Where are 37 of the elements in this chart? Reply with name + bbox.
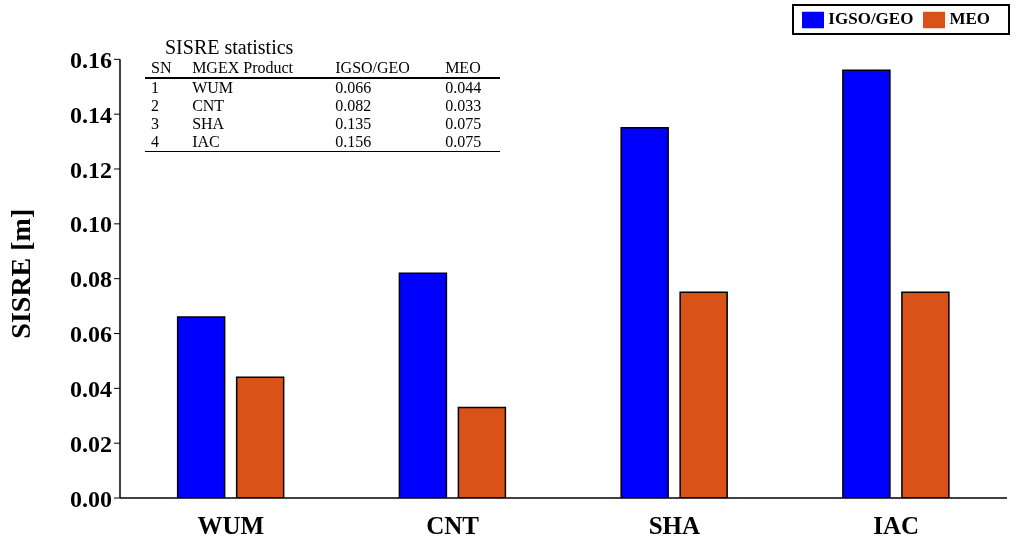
annotation: SN	[150, 59, 173, 78]
y-tick-label: 0.02	[70, 430, 112, 457]
annotation: IGSO/GEO	[334, 59, 411, 78]
annotation: 0.033	[444, 97, 483, 115]
annotation: MEO	[444, 59, 482, 78]
legend-label: IGSO/GEO	[828, 9, 914, 28]
x-tick-label: SHA	[648, 511, 701, 539]
y-tick-label: 0.00	[70, 485, 112, 512]
annotation: WUM	[191, 78, 235, 97]
annotation: 0.044	[444, 78, 483, 97]
annotation: 0.135	[334, 115, 373, 133]
annotation: CNT	[191, 97, 226, 115]
x-tick-label: IAC	[873, 511, 920, 539]
annotation: SHA	[191, 115, 226, 133]
annotation: 1	[150, 78, 160, 97]
annotation: IAC	[191, 133, 221, 152]
y-tick-label: 0.06	[70, 321, 112, 348]
annotation: 0.082	[334, 97, 373, 115]
x-tick-label: WUM	[197, 511, 265, 539]
annotation: 0.075	[444, 115, 483, 133]
annotation: 4	[150, 133, 160, 152]
text: SISRE statistics	[164, 36, 295, 59]
y-tick-label: 0.10	[70, 211, 112, 238]
annotation: 0.066	[334, 78, 373, 97]
annotation: 2	[150, 97, 160, 115]
y-tick-label: 0.14	[70, 101, 112, 128]
x-tick-label: CNT	[426, 511, 480, 539]
annotation: MGEX Product	[191, 59, 295, 78]
annotation: 3	[150, 115, 160, 133]
annotation: 0.075	[444, 133, 483, 152]
y-axis-title: SISRE [m]	[4, 208, 36, 339]
annotation: 0.156	[334, 133, 373, 152]
y-tick-label: 0.08	[70, 266, 112, 293]
y-tick-label: 0.16	[70, 46, 112, 73]
y-tick-label: 0.12	[70, 156, 112, 183]
y-tick-label: 0.04	[70, 375, 112, 402]
legend-label: MEO	[949, 9, 990, 28]
